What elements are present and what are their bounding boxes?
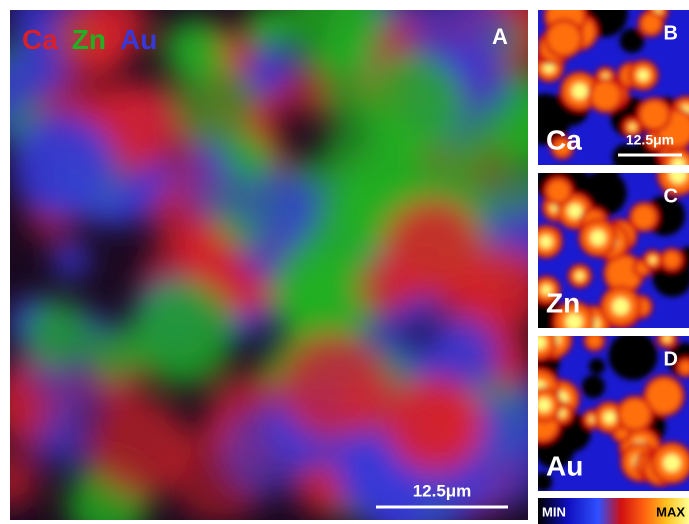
panel-label: D <box>664 348 678 370</box>
blob <box>89 397 190 498</box>
hot-region <box>650 257 656 263</box>
hot-region <box>637 69 649 81</box>
blob <box>178 153 246 221</box>
low-region <box>582 375 605 398</box>
panel-label: A <box>492 24 508 49</box>
hot-region <box>629 124 635 130</box>
panel-label: C <box>664 185 678 207</box>
blob <box>130 280 236 386</box>
hot-region <box>664 252 680 268</box>
hot-region <box>620 399 649 428</box>
blob <box>279 66 332 119</box>
blob <box>357 261 412 316</box>
hot-region <box>612 298 629 315</box>
blob <box>33 410 91 468</box>
hot-region <box>603 411 615 423</box>
hot-region <box>592 82 620 110</box>
panel-label: B <box>664 22 678 44</box>
figure: B Ca 12.5μm C Zn D Au Ca Zn Au A 12.5μm MIN MAX <box>0 0 689 524</box>
hot-region <box>633 206 655 228</box>
hot-region <box>537 398 551 412</box>
legend-entry: Au <box>120 24 157 55</box>
low-region <box>608 331 657 380</box>
hot-region <box>548 23 580 55</box>
hot-region <box>672 158 685 171</box>
hot-region <box>532 335 546 349</box>
element-label: Zn <box>546 287 580 318</box>
hot-region <box>663 454 680 471</box>
blob <box>240 168 316 244</box>
blob <box>432 399 485 452</box>
colorbar-max: MAX <box>656 504 685 519</box>
hot-region <box>664 335 670 341</box>
element-label: Ca <box>546 124 582 155</box>
low-region <box>598 163 618 183</box>
hot-region <box>590 230 606 246</box>
page: {"main": {"label": "A", "elements": [{"n… <box>0 0 689 524</box>
hot-region <box>642 14 661 33</box>
scale-bar-label: 12.5μm <box>413 481 472 500</box>
hot-region <box>548 180 570 202</box>
scale-bar-label: 12.5μm <box>626 132 674 148</box>
element-label: Au <box>546 450 583 481</box>
hot-region <box>587 334 601 348</box>
hot-region <box>641 101 668 128</box>
blob <box>53 241 89 277</box>
hot-region <box>572 83 588 99</box>
blob <box>362 54 463 155</box>
blob <box>11 115 115 219</box>
element-maps: B Ca 12.5μm C Zn D Au <box>517 0 689 491</box>
hot-region <box>539 235 552 248</box>
low-region <box>589 358 605 374</box>
blob <box>23 299 91 367</box>
legend-entry: Ca <box>22 24 58 55</box>
element-legend: Ca Zn Au <box>22 24 157 55</box>
legend-entry: Zn <box>72 24 106 55</box>
colorbar-min: MIN <box>542 504 566 519</box>
blob <box>246 4 291 49</box>
hot-region <box>568 204 583 219</box>
hot-region <box>669 166 686 183</box>
blob <box>280 332 387 439</box>
low-region <box>620 28 645 53</box>
hot-region <box>576 272 584 280</box>
